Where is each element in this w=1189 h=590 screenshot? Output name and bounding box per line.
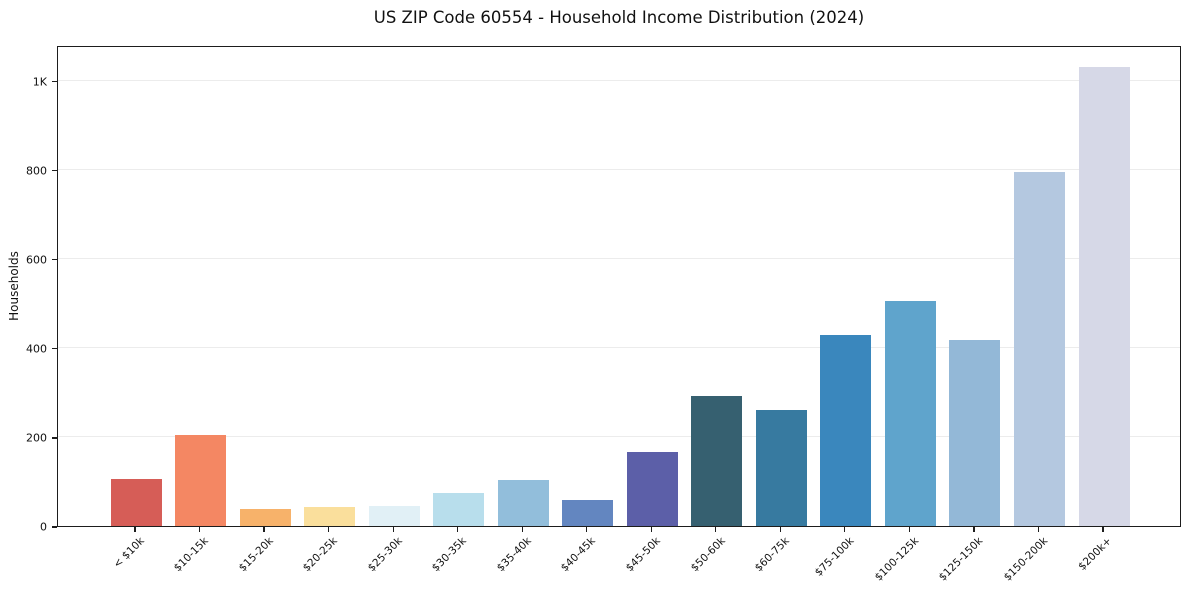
x-tick-mark <box>650 527 652 532</box>
y-tick-mark <box>52 348 57 350</box>
y-tick-label: 200 <box>26 431 47 445</box>
y-gridline <box>58 347 1180 349</box>
bar-40-45k <box>562 500 614 526</box>
bar-100-125k <box>884 301 936 526</box>
bar-10k <box>110 479 162 526</box>
x-tick-label: < $10k <box>110 535 147 571</box>
bar-30-35k <box>433 493 485 526</box>
y-gridline <box>58 436 1180 438</box>
x-tick-label: $200k+ <box>1076 535 1115 573</box>
x-tick-mark <box>844 527 846 532</box>
x-tick-label: $60-75k <box>752 535 792 575</box>
x-tick-mark <box>1037 527 1040 532</box>
bar-20-25k <box>304 506 356 526</box>
plot-area <box>57 46 1181 527</box>
y-gridline <box>58 258 1180 260</box>
x-tick-label: $125-150k <box>936 535 986 584</box>
x-tick-mark <box>263 527 265 532</box>
bar-150-200k <box>1013 171 1065 526</box>
y-tick-label: 800 <box>26 164 47 178</box>
x-tick-label: $45-50k <box>623 535 663 575</box>
x-tick-label: $15-20k <box>236 535 276 575</box>
bar-45-50k <box>626 452 678 526</box>
x-tick-mark <box>521 527 523 532</box>
bar-60-75k <box>755 409 807 526</box>
chart-title: US ZIP Code 60554 - Household Income Dis… <box>373 8 865 27</box>
bar-125-150k <box>949 340 1001 526</box>
x-tick-mark <box>715 527 717 532</box>
x-tick-mark <box>908 527 910 532</box>
x-tick-mark <box>457 527 459 532</box>
x-tick-label: $30-35k <box>430 535 470 575</box>
y-tick-mark <box>52 526 57 528</box>
x-tick-mark <box>973 527 975 532</box>
x-tick-mark <box>1102 527 1104 532</box>
x-tick-mark <box>586 527 588 532</box>
x-tick-label: $25-30k <box>365 535 405 575</box>
bar-25-30k <box>368 505 420 526</box>
bar-15-20k <box>239 509 291 526</box>
y-tick-mark <box>52 437 57 439</box>
y-tick-mark <box>52 81 57 83</box>
y-tick-label: 600 <box>26 253 47 267</box>
y-gridline <box>58 80 1180 82</box>
x-tick-label: $35-40k <box>494 535 534 575</box>
y-tick-label: 0 <box>40 520 47 534</box>
x-tick-label: $10-15k <box>171 535 212 575</box>
x-tick-label: $75-100k <box>812 535 857 579</box>
x-tick-mark <box>392 527 394 532</box>
x-tick-label: $40-45k <box>559 535 599 575</box>
x-tick-label: $150-200k <box>1001 535 1050 584</box>
bar-50-60k <box>691 395 743 526</box>
x-tick-label: $100-125k <box>872 535 921 584</box>
x-tick-label: $20-25k <box>300 535 341 575</box>
bar-75-100k <box>820 335 872 526</box>
x-tick-mark <box>134 527 136 532</box>
x-tick-mark <box>779 527 781 532</box>
y-tick-label: 1K <box>32 75 47 89</box>
bar-200k <box>1078 67 1130 526</box>
y-tick-mark <box>52 259 57 261</box>
bar-10-15k <box>175 434 227 526</box>
bar-35-40k <box>497 479 549 526</box>
x-tick-label: $50-60k <box>688 535 728 575</box>
y-gridline <box>58 169 1180 171</box>
x-tick-mark <box>198 527 201 532</box>
y-tick-label: 400 <box>26 342 47 356</box>
x-tick-mark <box>328 527 330 532</box>
y-tick-mark <box>52 170 57 172</box>
